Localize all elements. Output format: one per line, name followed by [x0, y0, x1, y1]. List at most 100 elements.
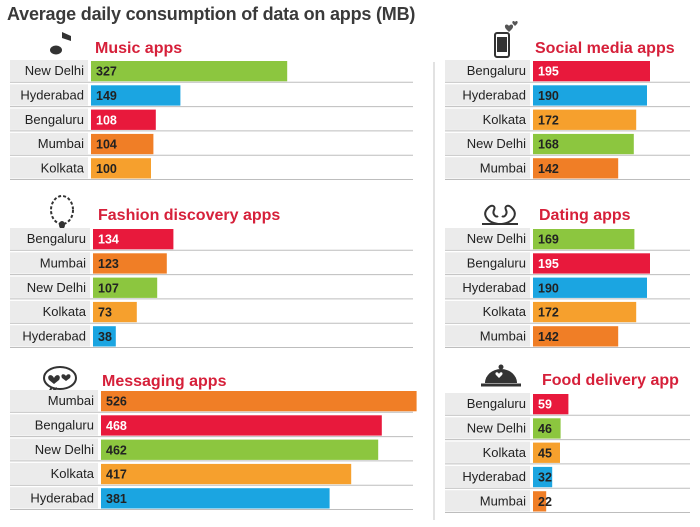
category-label-bg [445, 325, 530, 347]
data-label: 107 [98, 281, 119, 295]
category-label-bg [10, 60, 88, 82]
bar [533, 253, 650, 274]
data-label: 327 [96, 65, 117, 79]
data-label: 195 [538, 65, 559, 79]
data-label: 104 [96, 138, 117, 152]
bar [533, 466, 553, 488]
tick-label: New Delhi [25, 63, 84, 78]
data-label: 59 [538, 398, 552, 412]
data-label: 46 [538, 422, 552, 436]
category-label-bg [445, 228, 530, 250]
category-label-bg [10, 487, 98, 509]
bar [533, 229, 635, 250]
tick-label: Kolkata [483, 445, 527, 460]
category-label-bg [10, 462, 98, 485]
bar [91, 158, 151, 179]
category-label-bg [445, 252, 530, 274]
tick-label: New Delhi [35, 442, 94, 457]
tick-label: Bengaluru [25, 112, 84, 127]
data-label: 381 [106, 492, 127, 506]
category-label-bg [445, 60, 530, 82]
category-label-bg [10, 108, 88, 130]
category-label-bg [445, 108, 530, 130]
category-label-bg [445, 417, 530, 439]
category-label-bg [445, 132, 530, 155]
tick-label: Bengaluru [467, 63, 526, 78]
tick-label: Mumbai [40, 255, 86, 270]
data-label: 108 [96, 113, 117, 127]
bar [91, 133, 154, 155]
tick-label: Mumbai [48, 393, 94, 408]
bar [533, 394, 569, 415]
food-cloche-icon [481, 364, 521, 387]
category-label-bg [445, 465, 530, 488]
category-label-bg [445, 276, 530, 298]
panel-title: Dating apps [539, 207, 631, 224]
bar [91, 85, 181, 106]
data-label: 169 [538, 233, 559, 247]
panel-title: Fashion discovery apps [98, 207, 280, 224]
panel-title: Music apps [95, 40, 182, 57]
category-label-bg [445, 84, 530, 106]
data-label: 22 [538, 495, 552, 509]
category-label-bg [445, 490, 530, 512]
bar [101, 439, 379, 460]
bar [101, 415, 382, 436]
data-label: 38 [98, 330, 112, 344]
data-label: 100 [96, 162, 117, 176]
chat-hearts-icon [43, 366, 77, 395]
category-label-bg [10, 228, 90, 250]
category-label-bg [10, 300, 90, 323]
bar [533, 109, 637, 130]
tick-label: Hyderabad [462, 87, 526, 102]
tick-label: Hyderabad [462, 469, 526, 484]
category-label-bg [10, 390, 98, 412]
tick-label: Kolkata [41, 160, 85, 175]
necklace-icon [50, 195, 74, 229]
data-label: 190 [538, 281, 559, 295]
tick-label: Bengaluru [35, 417, 94, 432]
bar [533, 85, 647, 106]
data-label: 134 [98, 233, 119, 247]
tick-label: Mumbai [38, 136, 84, 151]
tick-label: Hyderabad [30, 490, 94, 505]
data-label: 172 [538, 306, 559, 320]
category-label-bg [10, 252, 90, 274]
data-label: 142 [538, 162, 559, 176]
tick-label: Hyderabad [20, 87, 84, 102]
data-label: 149 [96, 89, 117, 103]
tick-label: Mumbai [480, 328, 526, 343]
bar [93, 301, 137, 323]
bar [533, 491, 547, 512]
tick-label: Mumbai [480, 493, 526, 508]
category-label-bg [10, 438, 98, 460]
page-title: Average daily consumption of data on app… [7, 4, 416, 24]
tick-label: New Delhi [467, 136, 526, 151]
bar [93, 326, 116, 347]
bar [533, 301, 637, 323]
data-label: 45 [538, 446, 552, 460]
panel-title: Food delivery app [542, 372, 679, 389]
tick-label: Bengaluru [27, 231, 86, 246]
category-label-bg [445, 393, 530, 415]
data-label: 195 [538, 257, 559, 271]
data-label: 32 [538, 471, 552, 485]
bar [533, 326, 619, 347]
tick-label: Kolkata [51, 466, 95, 481]
tick-label: Kolkata [483, 112, 527, 127]
category-label-bg [445, 441, 530, 463]
tick-label: Mumbai [480, 160, 526, 175]
bar [533, 158, 619, 179]
data-label: 168 [538, 138, 559, 152]
bar [533, 418, 561, 439]
bar [93, 229, 174, 250]
tick-label: Bengaluru [467, 255, 526, 270]
category-label-bg [10, 132, 88, 155]
bar [533, 442, 560, 463]
category-label-bg [10, 84, 88, 106]
data-label: 190 [538, 89, 559, 103]
category-label-bg [445, 300, 530, 323]
bar [533, 277, 647, 298]
data-label: 73 [98, 306, 112, 320]
